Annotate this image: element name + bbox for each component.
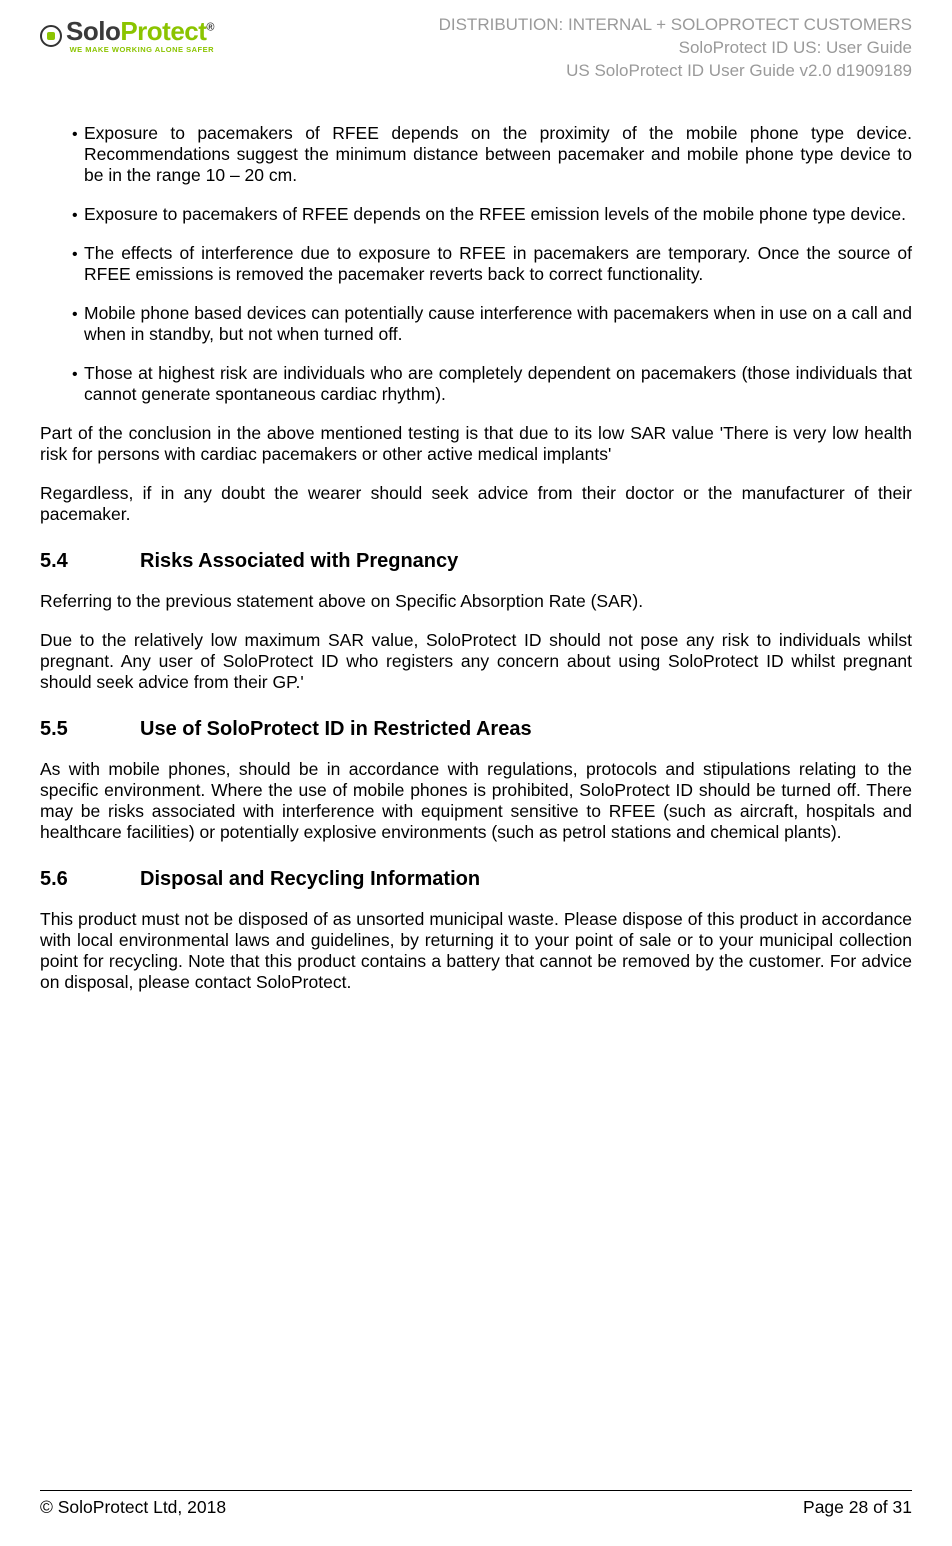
bullet-text: Exposure to pacemakers of RFEE depends o… (84, 204, 912, 225)
logo-part1: Solo (66, 16, 120, 46)
doc-id-line: US SoloProtect ID User Guide v2.0 d19091… (439, 60, 912, 83)
list-item: Those at highest risk are individuals wh… (40, 363, 912, 405)
bullet-text: Those at highest risk are individuals wh… (84, 363, 912, 405)
conclusion-p1: Part of the conclusion in the above ment… (40, 423, 912, 465)
doc-title-line: SoloProtect ID US: User Guide (439, 37, 912, 60)
list-item: Exposure to pacemakers of RFEE depends o… (40, 204, 912, 225)
bullet-text: Mobile phone based devices can potential… (84, 303, 912, 345)
logo-tagline: WE MAKE WORKING ALONE SAFER (66, 46, 214, 54)
distribution-line: DISTRIBUTION: INTERNAL + SOLOPROTECT CUS… (439, 14, 912, 37)
bullet-list: Exposure to pacemakers of RFEE depends o… (40, 123, 912, 405)
bullet-icon (40, 243, 84, 285)
document-page: SoloProtect® WE MAKE WORKING ALONE SAFER… (0, 0, 952, 1546)
section-5-5-p1: As with mobile phones, should be in acco… (40, 759, 912, 843)
page-content: Exposure to pacemakers of RFEE depends o… (40, 123, 912, 1490)
section-title: Risks Associated with Pregnancy (140, 549, 458, 573)
section-5-4-p1: Referring to the previous statement abov… (40, 591, 912, 612)
bullet-icon (40, 303, 84, 345)
conclusion-p2: Regardless, if in any doubt the wearer s… (40, 483, 912, 525)
section-num: 5.4 (40, 549, 140, 573)
section-num: 5.6 (40, 867, 140, 891)
section-heading-5-5: 5.5 Use of SoloProtect ID in Restricted … (40, 717, 912, 741)
bullet-text: Exposure to pacemakers of RFEE depends o… (84, 123, 912, 186)
bullet-icon (40, 204, 84, 225)
list-item: Exposure to pacemakers of RFEE depends o… (40, 123, 912, 186)
section-num: 5.5 (40, 717, 140, 741)
logo-text-wrap: SoloProtect® WE MAKE WORKING ALONE SAFER (66, 18, 214, 54)
bullet-text: The effects of interference due to expos… (84, 243, 912, 285)
logo-reg: ® (206, 21, 214, 33)
logo-icon (40, 25, 62, 47)
logo: SoloProtect® WE MAKE WORKING ALONE SAFER (40, 14, 214, 54)
section-heading-5-4: 5.4 Risks Associated with Pregnancy (40, 549, 912, 573)
list-item: Mobile phone based devices can potential… (40, 303, 912, 345)
section-5-6-p1: This product must not be disposed of as … (40, 909, 912, 993)
bullet-icon (40, 363, 84, 405)
bullet-icon (40, 123, 84, 186)
logo-text: SoloProtect® (66, 18, 214, 44)
footer-page: Page 28 of 31 (803, 1497, 912, 1518)
header-meta: DISTRIBUTION: INTERNAL + SOLOPROTECT CUS… (439, 14, 912, 83)
page-header: SoloProtect® WE MAKE WORKING ALONE SAFER… (40, 14, 912, 83)
section-heading-5-6: 5.6 Disposal and Recycling Information (40, 867, 912, 891)
logo-part2: Protect (120, 16, 206, 46)
section-5-4-p2: Due to the relatively low maximum SAR va… (40, 630, 912, 693)
section-title: Disposal and Recycling Information (140, 867, 480, 891)
page-footer: © SoloProtect Ltd, 2018 Page 28 of 31 (40, 1490, 912, 1546)
footer-copyright: © SoloProtect Ltd, 2018 (40, 1497, 226, 1518)
section-title: Use of SoloProtect ID in Restricted Area… (140, 717, 532, 741)
list-item: The effects of interference due to expos… (40, 243, 912, 285)
